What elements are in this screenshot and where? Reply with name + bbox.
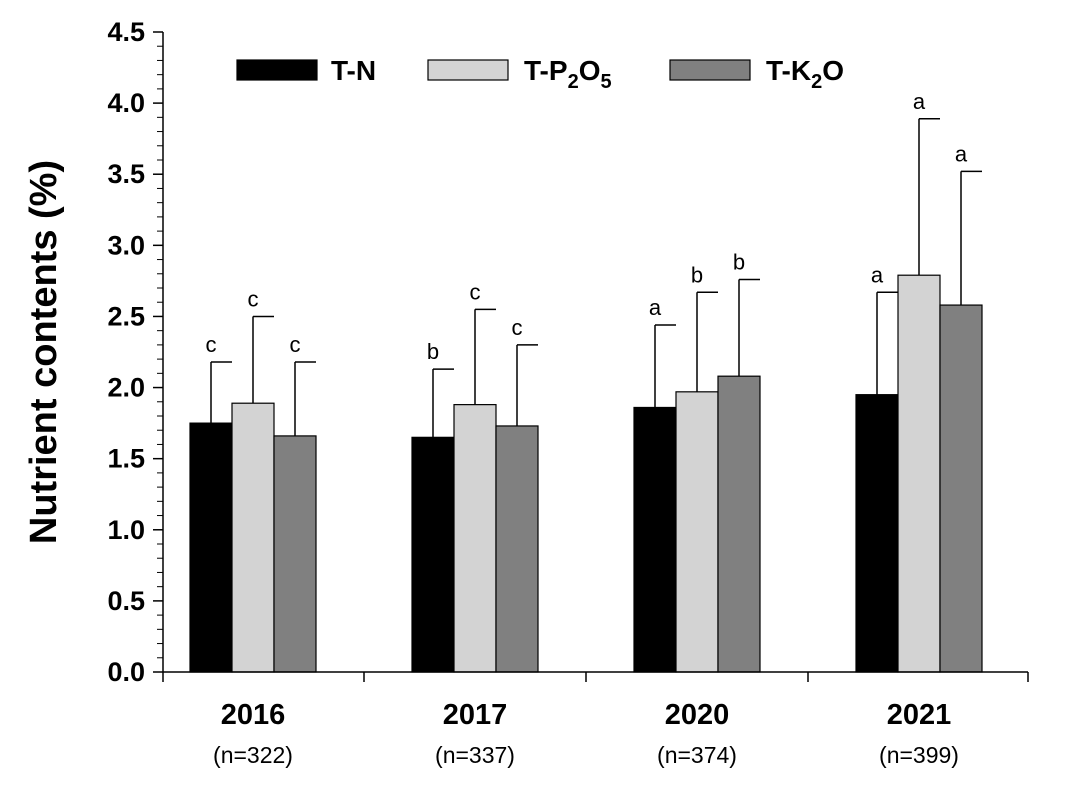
- bar-T-N-2021: [855, 394, 899, 673]
- bar-T-P2O5-2016: [231, 402, 275, 673]
- bar-T-N-2017: [411, 436, 455, 673]
- legend-swatch-T-P2O5: [427, 59, 509, 81]
- significance-letter-T-K2O-2020: b: [733, 249, 745, 274]
- x-category-sample-size-2020: (n=374): [657, 742, 737, 768]
- y-tick-label: 3.0: [107, 230, 145, 260]
- y-tick-label: 2.0: [107, 373, 145, 403]
- bar-T-K2O-2020: [717, 375, 761, 673]
- x-category-label-2017: 2017: [443, 699, 508, 731]
- x-category-sample-size-2016: (n=322): [213, 742, 293, 768]
- y-tick-label: 3.5: [107, 159, 145, 189]
- y-tick-label: 4.0: [107, 88, 145, 118]
- significance-letter-T-N-2020: a: [649, 295, 662, 320]
- x-category-label-2020: 2020: [665, 699, 730, 731]
- significance-letter-T-N-2017: b: [427, 339, 439, 364]
- legend-label-T-P2O5: T-P2O5: [524, 55, 612, 93]
- legend-swatch-T-K2O: [669, 59, 751, 81]
- significance-letter-T-K2O-2021: a: [955, 141, 968, 166]
- significance-letter-T-P2O5-2016: c: [248, 286, 259, 311]
- legend-label-T-N: T-N: [331, 55, 376, 86]
- bar-T-P2O5-2021: [897, 274, 941, 673]
- bar-T-P2O5-2017: [453, 404, 497, 673]
- bar-T-K2O-2017: [495, 425, 539, 673]
- y-tick-label: 0.5: [107, 586, 145, 616]
- significance-letter-T-P2O5-2020: b: [691, 262, 703, 287]
- y-tick-label: 1.5: [107, 444, 145, 474]
- x-category-sample-size-2017: (n=337): [435, 742, 515, 768]
- significance-letter-T-P2O5-2021: a: [913, 89, 926, 114]
- legend-label-T-K2O: T-K2O: [766, 55, 844, 93]
- y-tick-label: 4.5: [107, 17, 145, 47]
- x-category-sample-size-2021: (n=399): [879, 742, 959, 768]
- y-axis-title: Nutrient contents (%): [23, 160, 65, 544]
- bar-T-N-2020: [633, 406, 677, 673]
- significance-letter-T-K2O-2016: c: [290, 332, 301, 357]
- significance-letter-T-K2O-2017: c: [512, 315, 523, 340]
- y-tick-label: 2.5: [107, 301, 145, 331]
- bar-T-N-2016: [189, 422, 233, 673]
- legend-swatch-T-N: [236, 59, 318, 81]
- bar-T-P2O5-2020: [675, 391, 719, 673]
- bar-T-K2O-2021: [939, 304, 983, 673]
- significance-letter-T-N-2016: c: [206, 332, 217, 357]
- y-tick-label: 0.0: [107, 657, 145, 687]
- y-tick-label: 1.0: [107, 515, 145, 545]
- bar-T-K2O-2016: [273, 435, 317, 673]
- significance-letter-T-N-2021: a: [871, 262, 884, 287]
- x-category-label-2016: 2016: [221, 699, 286, 731]
- significance-letter-T-P2O5-2017: c: [470, 279, 481, 304]
- x-category-label-2021: 2021: [887, 699, 952, 731]
